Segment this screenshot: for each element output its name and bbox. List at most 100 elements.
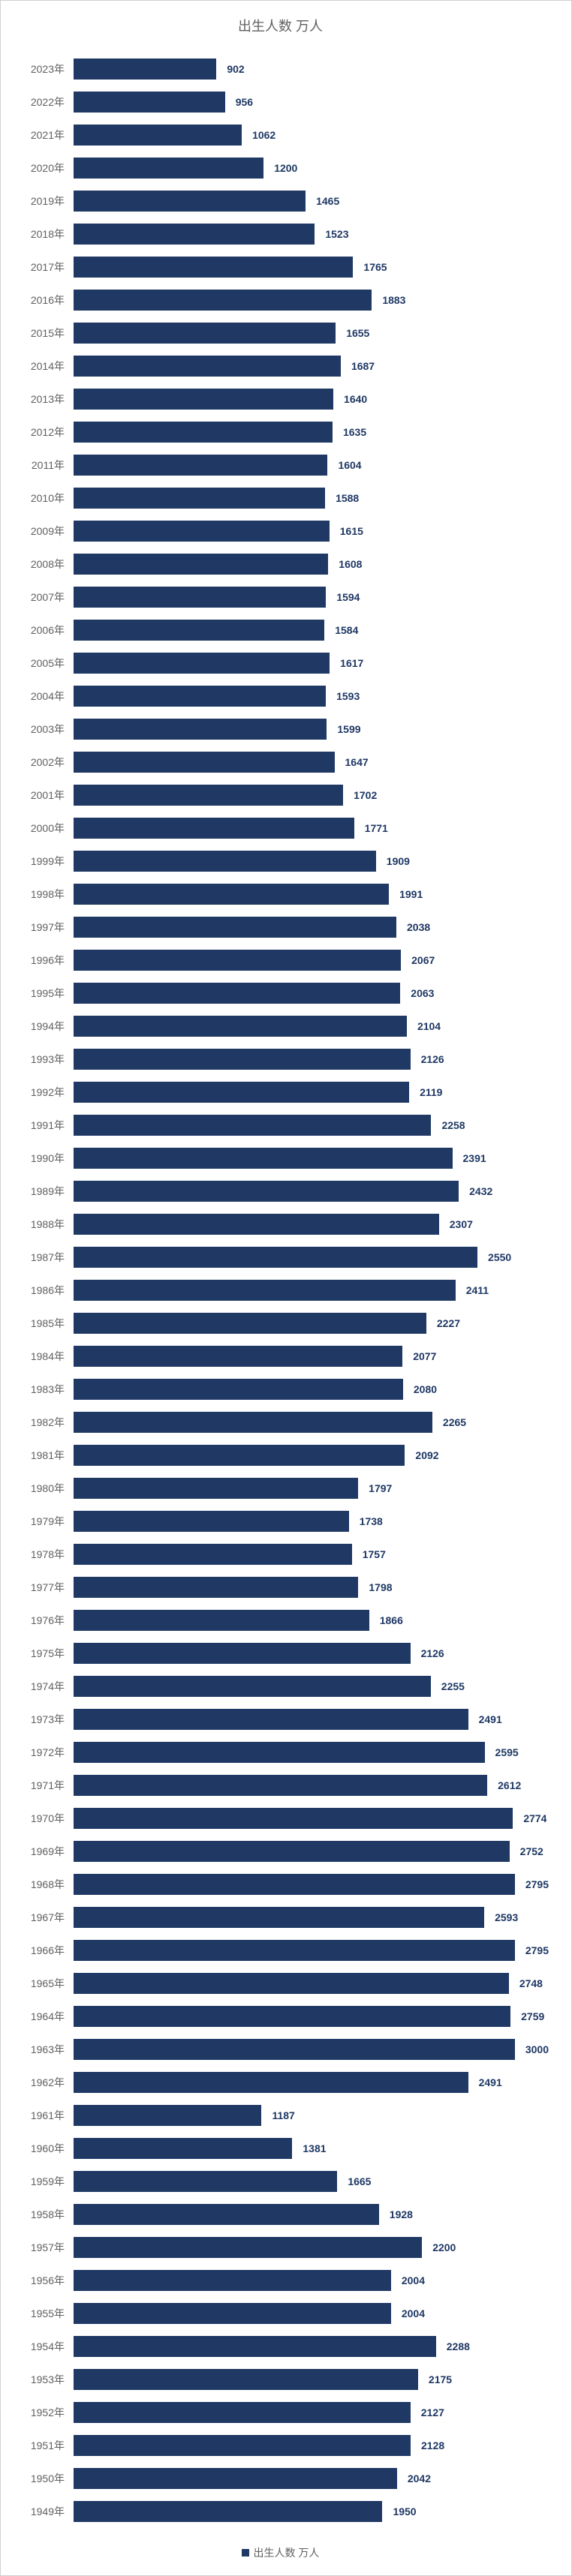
bar xyxy=(74,1214,439,1235)
bar-value-label: 956 xyxy=(225,96,253,108)
bar-row: 2009年1615 xyxy=(12,516,549,546)
bar xyxy=(74,1808,513,1829)
bar-year-label: 1992年 xyxy=(12,1085,74,1100)
bar xyxy=(74,686,326,707)
bar-year-label: 2000年 xyxy=(12,821,74,836)
bar-row: 2013年1640 xyxy=(12,384,549,414)
bar-year-label: 2016年 xyxy=(12,293,74,308)
bar-year-label: 1953年 xyxy=(12,2372,74,2387)
bar xyxy=(74,1511,349,1532)
bar-year-label: 1991年 xyxy=(12,1118,74,1133)
bar-year-label: 1976年 xyxy=(12,1613,74,1628)
bar xyxy=(74,2105,261,2126)
bar xyxy=(74,1478,358,1499)
bar-row: 1978年1757 xyxy=(12,1539,549,1569)
bar-value-label: 2080 xyxy=(403,1383,437,1395)
bar-value-label: 1798 xyxy=(358,1581,392,1593)
bar-track: 1604 xyxy=(74,450,549,480)
bar-value-label: 1617 xyxy=(330,657,363,669)
bar xyxy=(74,1874,515,1895)
bar-row: 1995年2063 xyxy=(12,978,549,1008)
bar-year-label: 2010年 xyxy=(12,491,74,506)
bar-track: 2004 xyxy=(74,2265,549,2295)
bar-row: 1949年1950 xyxy=(12,2496,549,2526)
bar xyxy=(74,1445,405,1466)
bar-track: 2175 xyxy=(74,2364,549,2394)
bar xyxy=(74,2039,515,2060)
bar-track: 2748 xyxy=(74,1968,549,1998)
bar-row: 1959年1665 xyxy=(12,2166,549,2196)
bar-track: 2004 xyxy=(74,2298,549,2328)
bar-row: 1991年2258 xyxy=(12,1110,549,1140)
bar xyxy=(74,2468,397,2489)
bar-track: 2595 xyxy=(74,1737,549,1767)
bar xyxy=(74,92,225,113)
bar-value-label: 2128 xyxy=(411,2439,444,2451)
bar-value-label: 1687 xyxy=(341,360,375,372)
bar-year-label: 2009年 xyxy=(12,524,74,539)
bar-year-label: 2001年 xyxy=(12,788,74,803)
bar-track: 1883 xyxy=(74,285,549,315)
bar-track: 1588 xyxy=(74,483,549,513)
bar-value-label: 2752 xyxy=(510,1845,543,1857)
bar-year-label: 1975年 xyxy=(12,1646,74,1661)
bar xyxy=(74,1016,407,1037)
bar-row: 2021年1062 xyxy=(12,120,549,150)
bar-value-label: 1200 xyxy=(263,162,297,174)
bar-value-label: 1608 xyxy=(328,558,362,570)
legend-label: 出生人数 万人 xyxy=(254,2545,320,2560)
bar-track: 902 xyxy=(74,54,549,84)
bar-year-label: 1963年 xyxy=(12,2042,74,2057)
bar-track: 2432 xyxy=(74,1176,549,1206)
bar xyxy=(74,2402,411,2423)
bar xyxy=(74,983,400,1004)
bar-row: 1963年3000 xyxy=(12,2034,549,2064)
bar-value-label: 1465 xyxy=(306,195,339,207)
chart-bars-area: 2023年9022022年9562021年10622020年12002019年1… xyxy=(12,54,549,2526)
bar-value-label: 2491 xyxy=(468,1713,502,1725)
bar-track: 2127 xyxy=(74,2397,549,2427)
bar-row: 2017年1765 xyxy=(12,252,549,282)
bar-track: 1200 xyxy=(74,153,549,183)
bar xyxy=(74,653,330,674)
bar-year-label: 1964年 xyxy=(12,2009,74,2024)
bar-track: 2411 xyxy=(74,1275,549,1305)
bar-year-label: 2012年 xyxy=(12,425,74,440)
bar-row: 2000年1771 xyxy=(12,813,549,843)
bar-value-label: 1950 xyxy=(382,2505,416,2517)
bar-row: 2003年1599 xyxy=(12,714,549,744)
bar-row: 1967年2593 xyxy=(12,1902,549,1932)
bar-track: 1866 xyxy=(74,1605,549,1635)
bar-track: 2255 xyxy=(74,1671,549,1701)
bar-track: 1465 xyxy=(74,186,549,216)
bar-year-label: 1955年 xyxy=(12,2306,74,2321)
bar xyxy=(74,1082,409,1103)
bar-year-label: 1982年 xyxy=(12,1415,74,1430)
bar-row: 1975年2126 xyxy=(12,1638,549,1668)
bar-year-label: 1958年 xyxy=(12,2207,74,2222)
bar xyxy=(74,257,353,278)
bar-value-label: 2004 xyxy=(391,2307,425,2319)
bar xyxy=(74,1907,484,1928)
bar-year-label: 1983年 xyxy=(12,1382,74,1397)
bar-track: 2307 xyxy=(74,1209,549,1239)
bar-track: 2063 xyxy=(74,978,549,1008)
bar-track: 2752 xyxy=(74,1836,549,1866)
bar-row: 2007年1594 xyxy=(12,582,549,612)
bar-value-label: 2795 xyxy=(515,1878,549,1890)
bar xyxy=(74,2369,418,2390)
bar xyxy=(74,389,333,410)
bar-track: 2795 xyxy=(74,1935,549,1965)
bar-track: 1615 xyxy=(74,516,549,546)
bar-row: 2019年1465 xyxy=(12,186,549,216)
bar-value-label: 2774 xyxy=(513,1812,546,1824)
bar-year-label: 1987年 xyxy=(12,1250,74,1265)
bar-year-label: 1978年 xyxy=(12,1547,74,1562)
bar-track: 2288 xyxy=(74,2331,549,2361)
bar xyxy=(74,521,330,542)
bar-track: 2227 xyxy=(74,1308,549,1338)
bar-row: 2022年956 xyxy=(12,87,549,117)
bar-year-label: 1995年 xyxy=(12,986,74,1001)
bar-row: 1964年2759 xyxy=(12,2001,549,2031)
bar-row: 1974年2255 xyxy=(12,1671,549,1701)
